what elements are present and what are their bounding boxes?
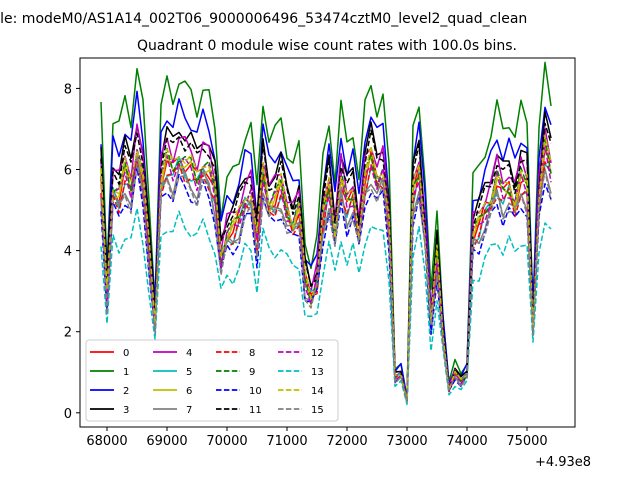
legend-label-1: 1 [123, 367, 129, 378]
legend-label-4: 4 [186, 348, 192, 359]
series-line-2 [100, 90, 552, 400]
x-axis: 68000 69000 70000 71000 72000 73000 74000 75000 [86, 427, 548, 449]
x-tick-label: 68000 [86, 434, 127, 449]
legend-label-15: 15 [311, 405, 324, 416]
chart-title: Quadrant 0 module wise count rates with … [137, 38, 517, 54]
legend-label-9: 9 [249, 367, 255, 378]
legend-label-0: 0 [123, 348, 129, 359]
legend-label-10: 10 [249, 386, 262, 397]
y-tick-label: 8 [64, 82, 72, 97]
legend-label-6: 6 [186, 386, 192, 397]
x-axis-offset-text: +4.93e8 [535, 455, 591, 470]
series-line-11 [100, 122, 552, 402]
legend-label-12: 12 [311, 348, 324, 359]
x-tick-label: 74000 [446, 434, 487, 449]
legend-label-14: 14 [311, 386, 324, 397]
series-line-7 [100, 155, 552, 402]
series-line-9 [100, 136, 552, 402]
x-tick-label: 71000 [266, 434, 307, 449]
x-tick-label: 73000 [386, 434, 427, 449]
series-lines [100, 61, 552, 406]
x-tick-label: 75000 [506, 434, 547, 449]
legend-label-5: 5 [186, 367, 192, 378]
legend-frame [85, 339, 339, 422]
y-axis: 0 2 4 6 8 [64, 82, 80, 422]
series-line-1 [100, 61, 552, 398]
plot-area-frame [79, 57, 576, 428]
figure-suptitle: n file: modeM0/AS1A14_002T06_9000006496_… [0, 11, 527, 27]
x-tick-label: 70000 [206, 434, 247, 449]
series-line-13 [100, 207, 552, 406]
y-tick-label: 0 [64, 407, 72, 422]
series-line-14 [100, 134, 552, 403]
legend-label-11: 11 [249, 405, 262, 416]
y-tick-label: 2 [64, 326, 72, 341]
legend-label-13: 13 [311, 367, 324, 378]
x-tick-label: 69000 [146, 434, 187, 449]
y-tick-label: 4 [64, 245, 72, 260]
series-line-15 [100, 163, 552, 402]
legend-label-7: 7 [186, 405, 192, 416]
legend-label-8: 8 [249, 348, 255, 359]
x-tick-label: 72000 [326, 434, 367, 449]
legend-label-2: 2 [123, 386, 129, 397]
legend-label-3: 3 [123, 405, 129, 416]
y-tick-label: 6 [64, 164, 72, 179]
series-line-3 [100, 110, 552, 402]
series-line-10 [100, 166, 552, 403]
